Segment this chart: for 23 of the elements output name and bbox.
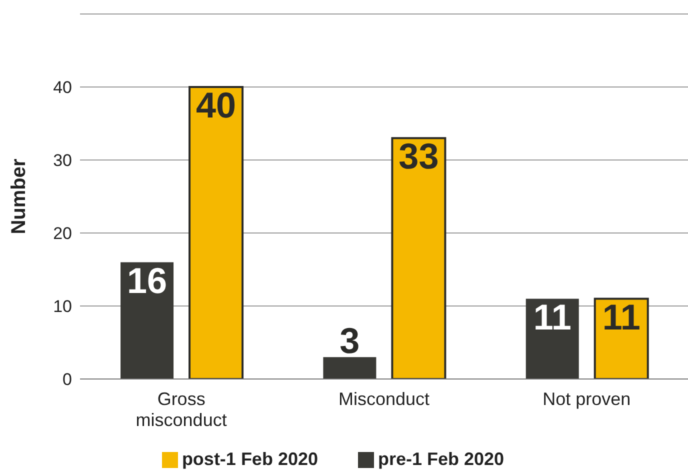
x-tick-label: Gross misconduct xyxy=(136,389,227,430)
bar xyxy=(526,298,579,379)
y-tick-label: 10 xyxy=(53,297,72,316)
y-axis-title: Number xyxy=(8,158,30,234)
legend-label: pre-1 Feb 2020 xyxy=(378,449,504,469)
data-label: 11 xyxy=(602,296,640,338)
y-tick-label: 0 xyxy=(62,370,72,390)
data-label: 33 xyxy=(398,136,439,177)
legend-label: post-1 Feb 2020 xyxy=(182,449,318,469)
bar xyxy=(323,357,376,379)
bar xyxy=(594,298,649,379)
x-tick-label: Not proven xyxy=(542,389,631,409)
x-tick-label: Misconduct xyxy=(338,389,430,409)
bar xyxy=(120,262,174,379)
bar xyxy=(391,137,446,379)
data-label: 40 xyxy=(196,84,236,126)
bar xyxy=(188,86,244,379)
data-label: 3 xyxy=(340,320,360,362)
y-tick-label: 20 xyxy=(53,224,72,244)
data-label: 16 xyxy=(127,260,168,301)
data-label: 11 xyxy=(533,296,572,338)
y-tick-label: 40 xyxy=(53,78,72,98)
y-tick-label: 30 xyxy=(53,151,72,170)
